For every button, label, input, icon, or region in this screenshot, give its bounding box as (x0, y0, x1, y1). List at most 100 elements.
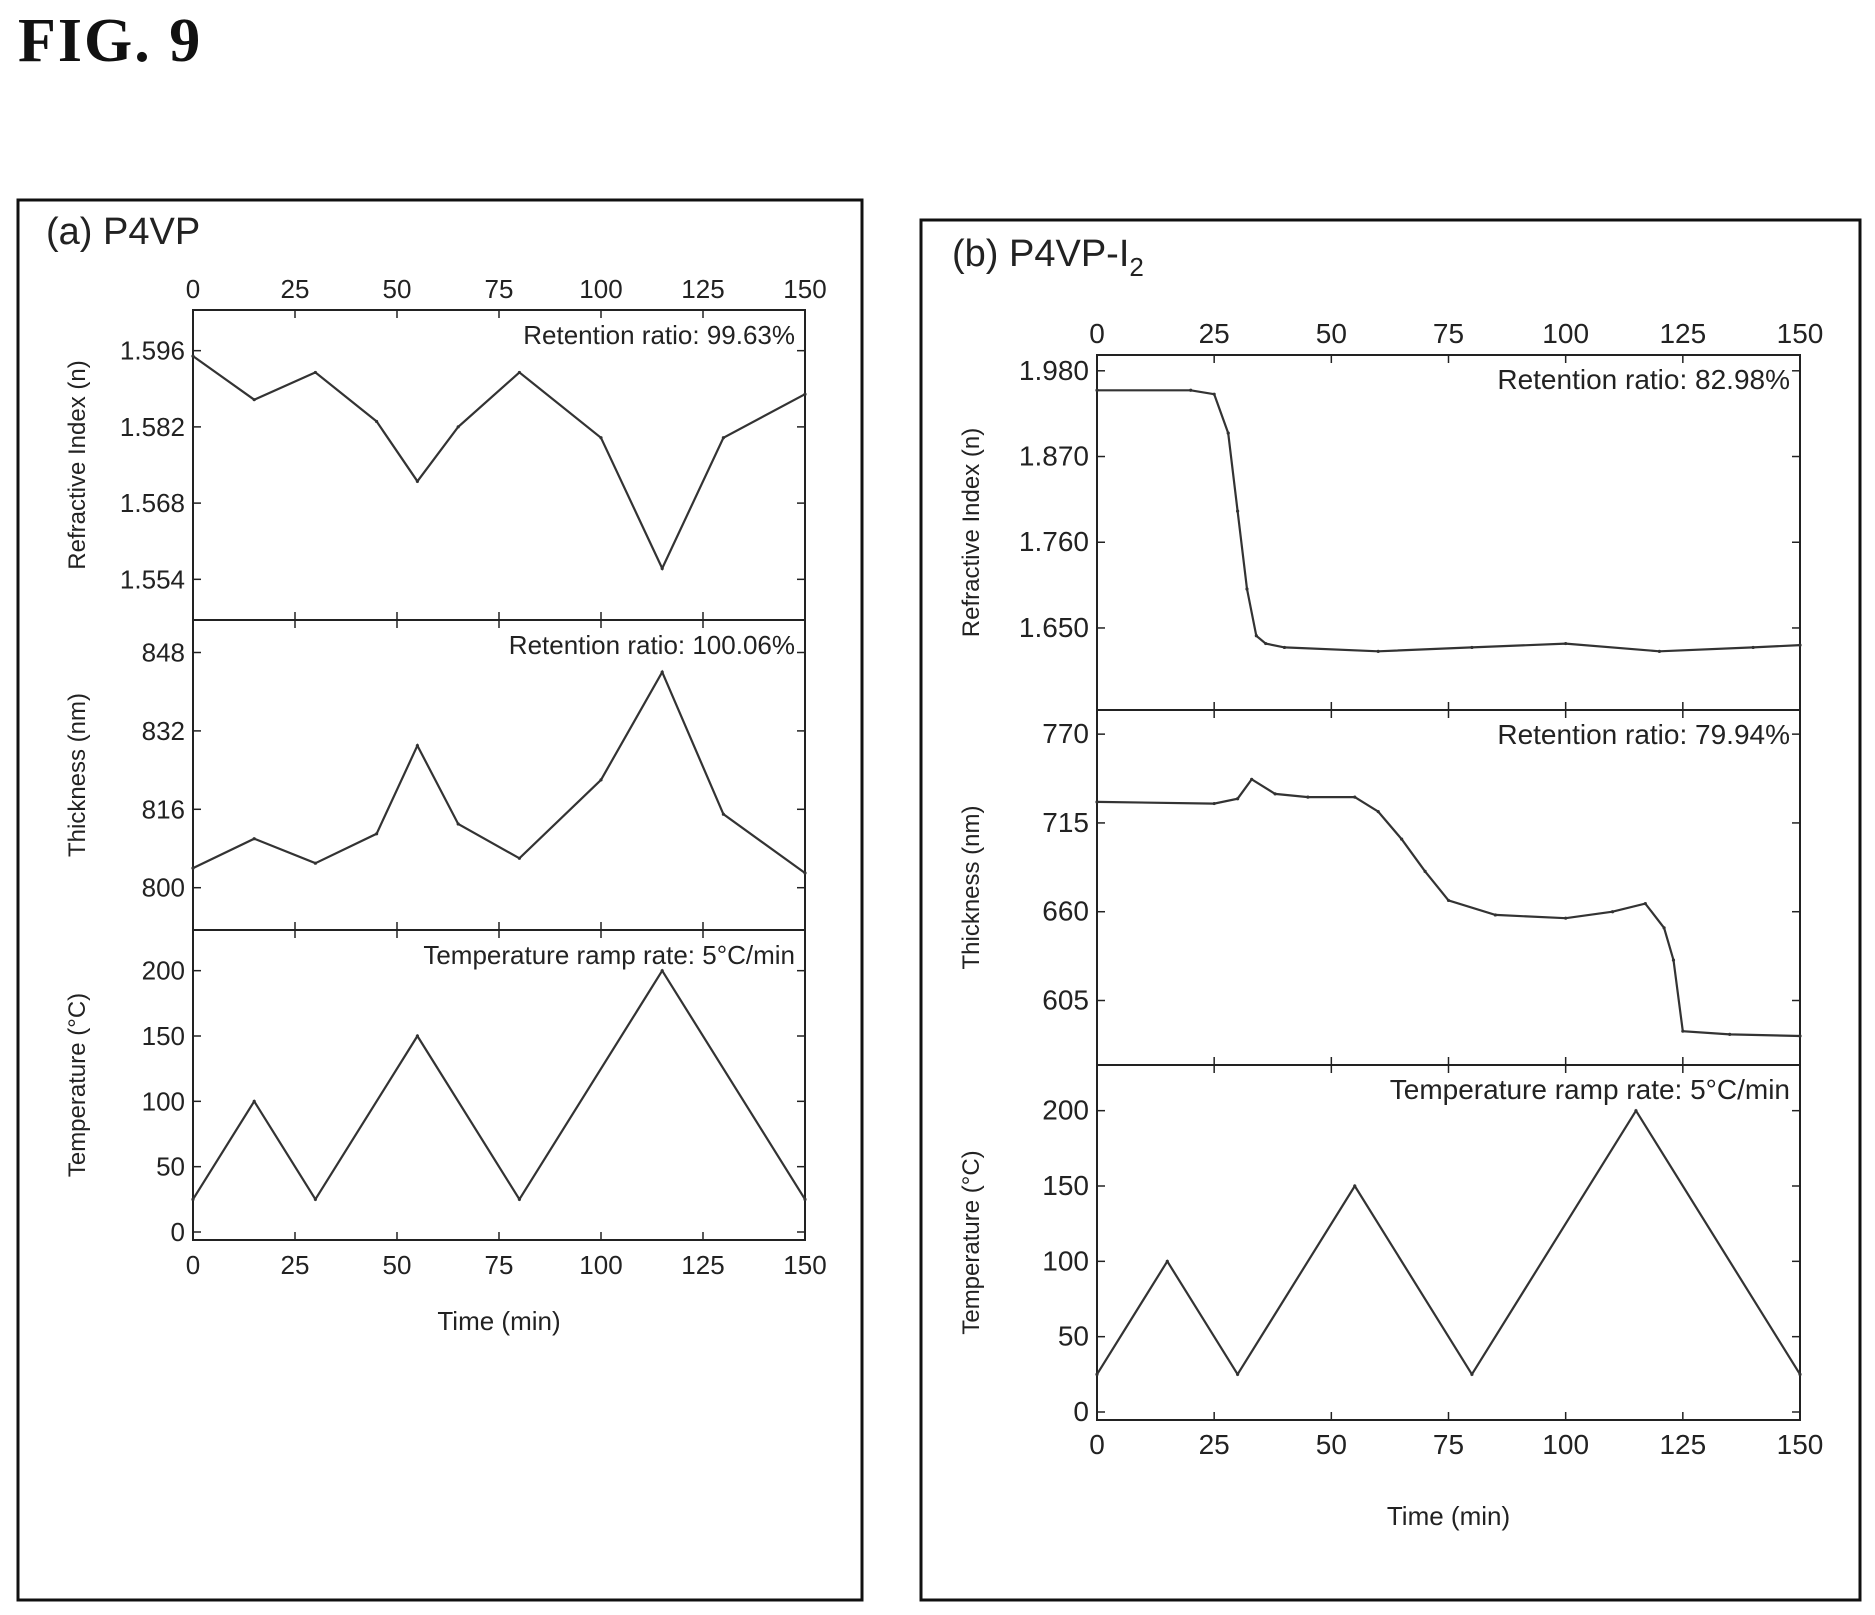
y-axis-label: Thickness (nm) (64, 693, 91, 857)
x-tick-label: 150 (1777, 1429, 1824, 1460)
y-tick-label: 770 (1042, 718, 1089, 749)
data-point (191, 1197, 195, 1201)
x-tick-label-top: 75 (485, 274, 514, 304)
series-line (192, 355, 806, 571)
data-point (1306, 795, 1310, 799)
x-tick-label-top: 50 (1316, 318, 1347, 349)
data-point (1610, 910, 1615, 914)
data-point (660, 670, 664, 674)
y-tick-label: 1.870 (1019, 441, 1089, 472)
series-line (1097, 389, 1801, 653)
x-tick-label: 75 (485, 1250, 514, 1280)
data-point (1798, 1372, 1802, 1376)
data-point (375, 419, 379, 424)
y-tick-label: 200 (1042, 1095, 1089, 1126)
y-tick-label: 1.760 (1019, 526, 1089, 557)
y-tick-label: 715 (1042, 807, 1089, 838)
data-point (1212, 392, 1216, 396)
data-point (1236, 1372, 1240, 1376)
series-line (192, 669, 806, 874)
y-tick-label: 50 (1058, 1321, 1089, 1352)
plot-frame (192, 619, 806, 931)
data-point (1634, 1109, 1638, 1113)
data-point (803, 871, 807, 875)
data-point (803, 1197, 807, 1201)
data-point (1245, 587, 1249, 591)
data-point (599, 778, 603, 782)
series-line (1096, 1108, 1801, 1377)
series-line (192, 968, 806, 1202)
data-point (313, 370, 317, 375)
data-point (1376, 810, 1380, 814)
data-point (313, 861, 317, 865)
y-tick-label: 1.596 (120, 336, 185, 366)
panel-b: (b) P4VP-I2 1.980 1.870 1.760 1.650 Refractiv… (919, 218, 1862, 1602)
subplot-a-th: 848 832 816 800 Thickness (nm) Retention rati… (64, 619, 807, 931)
data-point (1165, 1259, 1169, 1263)
figure-title: FIG. 9 (18, 7, 203, 75)
data-point (1250, 777, 1254, 781)
data-point (1728, 1032, 1732, 1036)
y-tick-label: 1.554 (120, 564, 185, 594)
data-point (252, 837, 256, 841)
y-tick-label: 1.568 (120, 488, 185, 518)
data-point (1423, 869, 1427, 873)
plot-frame (192, 929, 806, 1241)
y-axis-label: Refractive Index (n) (958, 428, 985, 637)
x-axis-label: Time (min) (1387, 1501, 1510, 1531)
data-point (517, 1197, 522, 1201)
y-tick-label: 200 (142, 956, 185, 986)
annotation: Temperature ramp rate: 5°C/min (1390, 1074, 1790, 1105)
x-tick-label: 75 (1433, 1429, 1464, 1460)
y-axis-label: Refractive Index (n) (64, 360, 91, 569)
x-tick-label: 50 (383, 1250, 412, 1280)
data-point (191, 866, 195, 870)
y-tick-label: 1.582 (120, 412, 185, 442)
data-point (1470, 1372, 1474, 1376)
x-tick-label-top: 25 (281, 274, 310, 304)
data-point (1095, 800, 1099, 804)
x-tick-label-top: 150 (783, 274, 826, 304)
data-point (1236, 797, 1240, 801)
data-point (1212, 801, 1216, 806)
data-point (1564, 916, 1568, 920)
x-tick-label-top: 75 (1433, 318, 1464, 349)
data-point (721, 812, 726, 816)
subplot-b-th: 770 715 660 605 Thickness (nm) Retention rati… (958, 709, 1802, 1066)
x-tick-label-top: 50 (383, 274, 412, 304)
data-point (660, 969, 664, 973)
y-axis-label: Temperature (°C) (64, 993, 91, 1177)
y-tick-label: 100 (142, 1086, 185, 1116)
data-point (375, 832, 379, 836)
x-tick-label-top: 125 (1659, 318, 1706, 349)
x-tick-label-top: 0 (186, 274, 200, 304)
annotation: Retention ratio: 79.94% (1497, 719, 1790, 750)
plot-frame (1096, 709, 1801, 1066)
x-axis-label: Time (min) (437, 1306, 560, 1336)
subplot-b-ri: 1.980 1.870 1.760 1.650 Refractive Index (n)… (958, 318, 1823, 711)
data-point (415, 479, 419, 483)
data-point (1226, 431, 1230, 435)
y-tick-label: 100 (1042, 1245, 1089, 1276)
data-point (1643, 902, 1647, 906)
y-tick-label: 150 (142, 1021, 185, 1051)
data-point (1236, 509, 1240, 513)
x-tick-label: 125 (1659, 1429, 1706, 1460)
data-point (456, 822, 460, 826)
data-point (415, 1034, 419, 1038)
y-axis-label: Thickness (nm) (958, 805, 985, 969)
data-point (1671, 958, 1676, 962)
y-tick-label: 832 (142, 716, 185, 746)
data-point (1353, 1184, 1357, 1188)
data-point (1254, 634, 1258, 638)
data-point (1681, 1029, 1685, 1033)
data-point (1564, 641, 1568, 646)
data-point (517, 856, 522, 860)
data-point (456, 425, 460, 429)
y-tick-label: 50 (156, 1152, 185, 1182)
panel-frame (16, 198, 864, 1602)
x-tick-label: 25 (1199, 1429, 1230, 1460)
x-tick-label: 25 (281, 1250, 310, 1280)
y-axis-label: Temperature (°C) (958, 1150, 985, 1334)
